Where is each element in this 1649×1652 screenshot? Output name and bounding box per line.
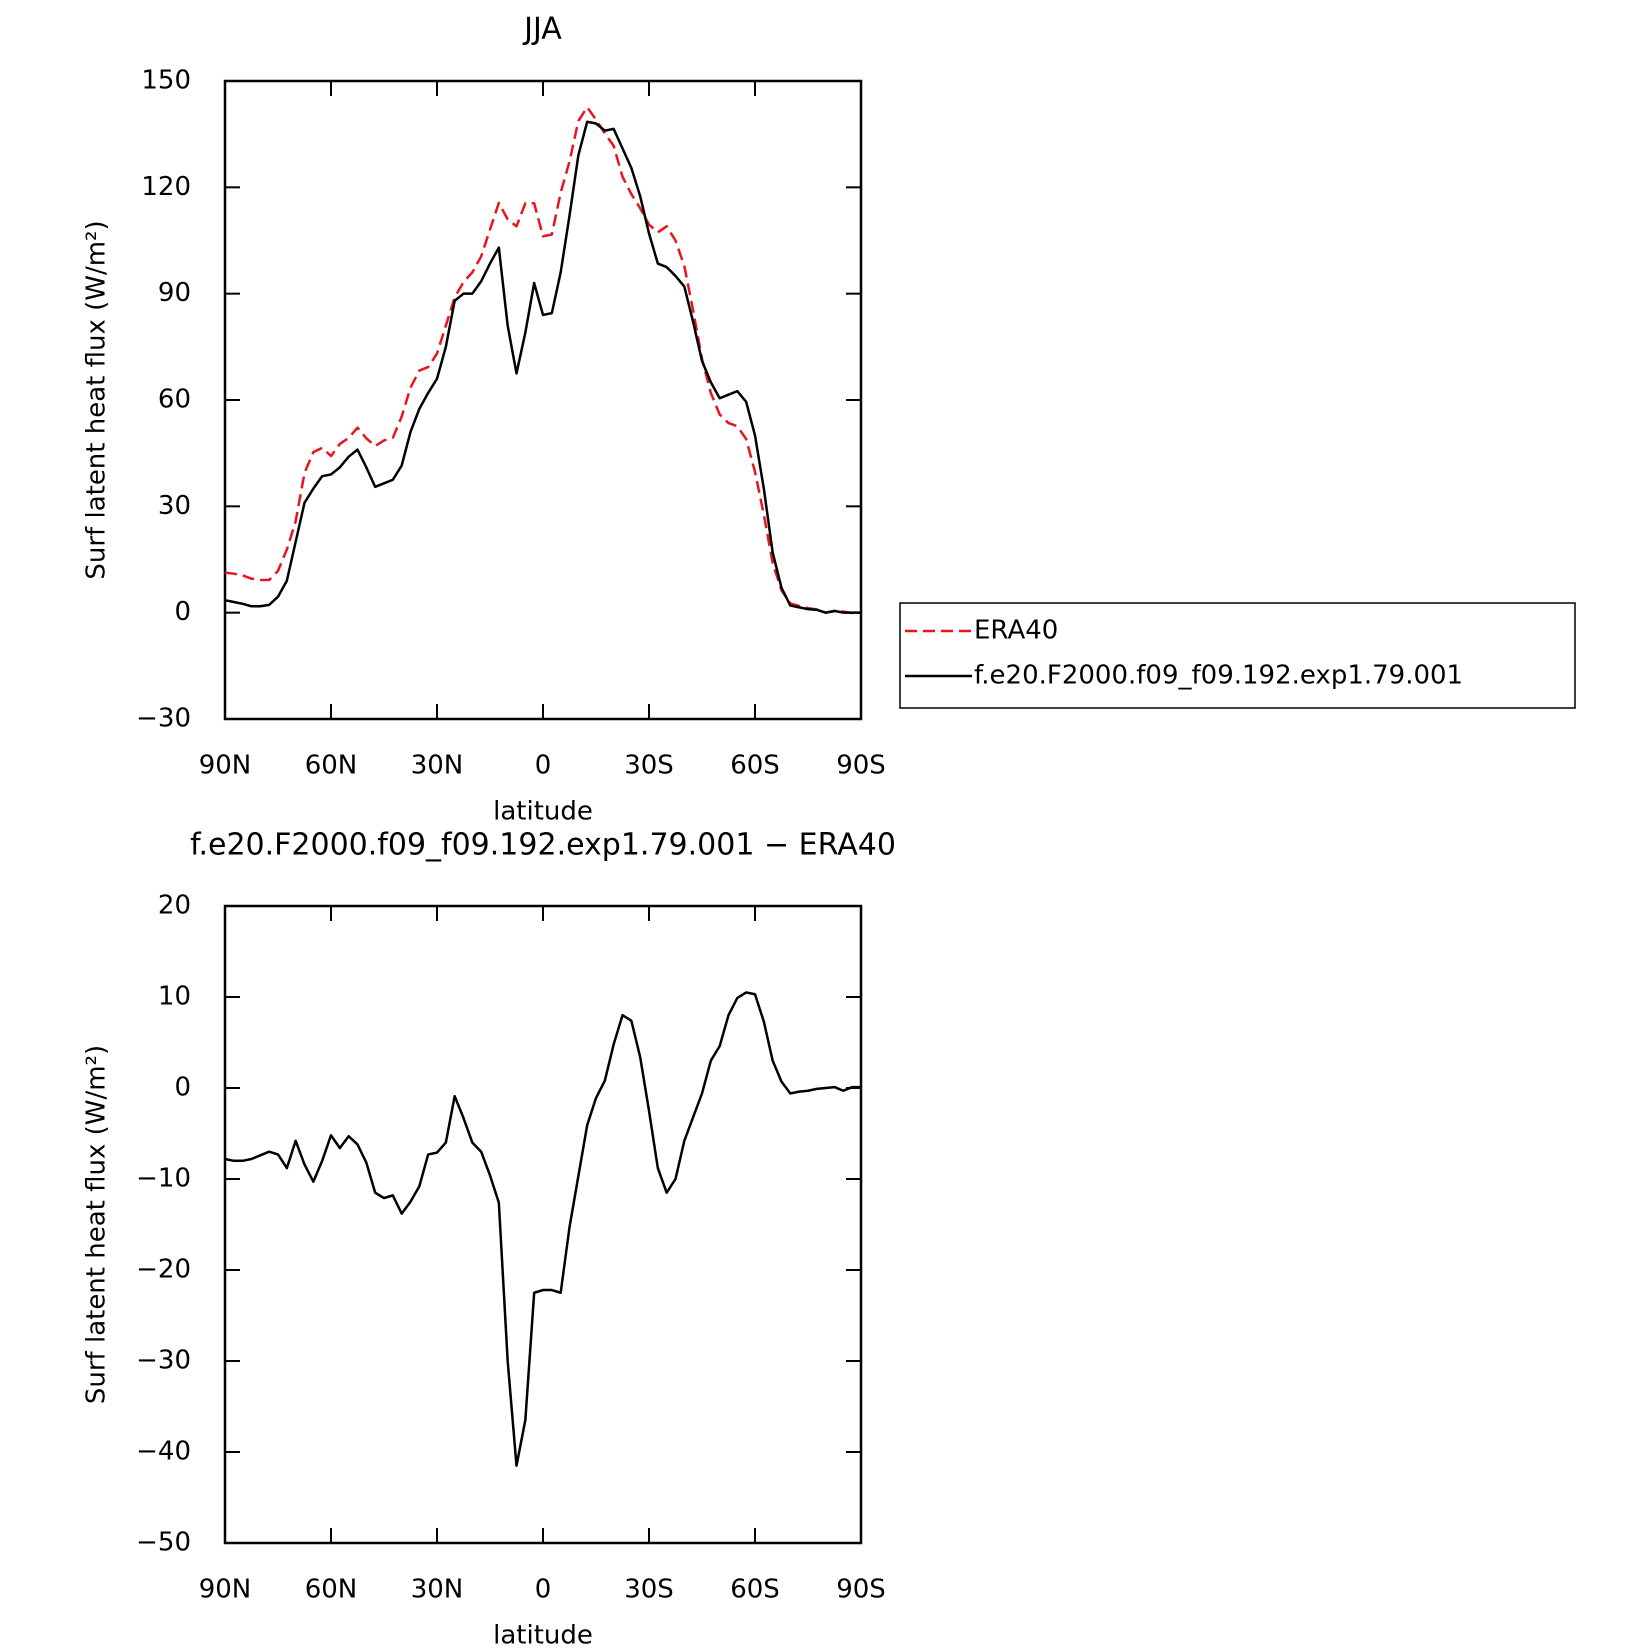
x-tick-label: 30N: [411, 751, 464, 781]
y-tick-label: 90: [158, 278, 191, 308]
x-tick-label: 60N: [305, 1575, 358, 1605]
x-tick-label: 60S: [730, 751, 780, 781]
x-tick-label: 30S: [624, 1575, 674, 1605]
x-axis-label: latitude: [493, 1621, 593, 1651]
y-tick-label: −50: [136, 1528, 191, 1558]
x-tick-label: 90N: [199, 1575, 252, 1605]
y-axis-label: Surf latent heat flux (W/m²): [82, 220, 112, 579]
x-tick-label: 90S: [836, 1575, 886, 1605]
y-tick-label: 150: [141, 66, 191, 96]
x-tick-label: 90N: [199, 751, 252, 781]
y-tick-label: −40: [136, 1437, 191, 1467]
chart-title: f.e20.F2000.f09_f09.192.exp1.79.001 − ER…: [190, 828, 896, 863]
y-tick-label: −20: [136, 1255, 191, 1285]
plot-frame: [223, 79, 863, 721]
legend-label: f.e20.F2000.f09_f09.192.exp1.79.001: [974, 661, 1463, 691]
y-tick-label: −10: [136, 1164, 191, 1194]
y-tick-label: 30: [158, 491, 191, 521]
x-tick-label: 30S: [624, 751, 674, 781]
data-line: [224, 991, 861, 1467]
x-tick-label: 30N: [411, 1575, 464, 1605]
x-tick-label: 0: [535, 1575, 552, 1605]
x-tick-label: 60N: [305, 751, 358, 781]
y-tick-label: 0: [174, 1073, 191, 1103]
y-tick-label: 20: [158, 891, 191, 921]
y-tick-label: 0: [174, 597, 191, 627]
data-line: [224, 105, 861, 615]
legend-box: [899, 602, 1576, 709]
legend-label: ERA40: [974, 616, 1058, 646]
plot-frame: [223, 904, 863, 1545]
y-tick-label: 120: [141, 172, 191, 202]
chart-title: JJA: [522, 12, 562, 47]
x-tick-label: 60S: [730, 1575, 780, 1605]
y-tick-label: 60: [158, 385, 191, 415]
data-line: [224, 120, 861, 614]
x-axis-label: latitude: [493, 797, 593, 827]
y-tick-label: −30: [136, 1346, 191, 1376]
y-tick-label: −30: [136, 704, 191, 734]
x-tick-label: 0: [535, 751, 552, 781]
y-tick-label: 10: [158, 982, 191, 1012]
y-axis-label: Surf latent heat flux (W/m²): [82, 1045, 112, 1404]
x-tick-label: 90S: [836, 751, 886, 781]
